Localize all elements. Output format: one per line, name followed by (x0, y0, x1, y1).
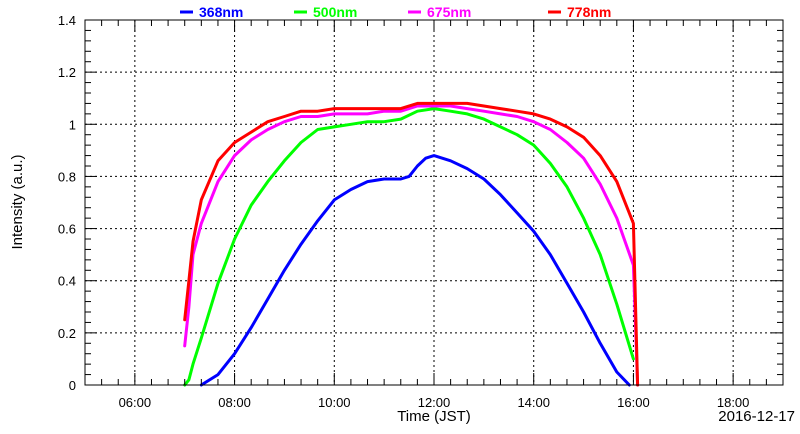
x-tick-label: 18:00 (717, 395, 750, 410)
y-tick-label: 0.4 (58, 274, 76, 289)
x-tick-label: 06:00 (119, 395, 152, 410)
y-tick-label: 0.2 (58, 326, 76, 341)
y-tick-label: 1.2 (58, 65, 76, 80)
legend-label-500nm: 500nm (313, 4, 357, 20)
legend-label-675nm: 675nm (427, 4, 471, 20)
x-axis: 06:00 08:00 10:00 12:00 14:00 16:00 18:00 (84, 20, 784, 410)
y-axis-label: Intensity (a.u.) (9, 154, 26, 249)
grid (85, 20, 783, 385)
legend-label-778nm: 778nm (567, 4, 611, 20)
y-tick-label: 0.6 (58, 222, 76, 237)
y-axis: 0 0.2 0.4 0.6 0.8 1 1.2 1.4 (58, 13, 783, 393)
series-line-778nm (183, 101, 640, 387)
x-tick-label: 16:00 (617, 395, 650, 410)
x-tick-label: 12:00 (418, 395, 451, 410)
x-axis-label: Time (JST) (397, 408, 471, 425)
series-line-675nm (183, 104, 640, 387)
x-tick-label: 10:00 (318, 395, 351, 410)
y-tick-label: 1 (69, 117, 76, 132)
series-line-500nm (183, 107, 635, 387)
y-tick-label: 0 (69, 378, 76, 393)
y-tick-label: 0.8 (58, 169, 76, 184)
x-tick-label: 14:00 (517, 395, 550, 410)
series-layer (183, 101, 640, 387)
legend-label-368nm: 368nm (199, 4, 243, 20)
y-tick-label: 1.4 (58, 13, 76, 28)
date-label: 2016-12-17 (718, 408, 795, 425)
series-line-368nm (199, 154, 631, 387)
x-tick-label: 08:00 (218, 395, 251, 410)
legend: 368nm 500nm 675nm 778nm (180, 4, 611, 20)
